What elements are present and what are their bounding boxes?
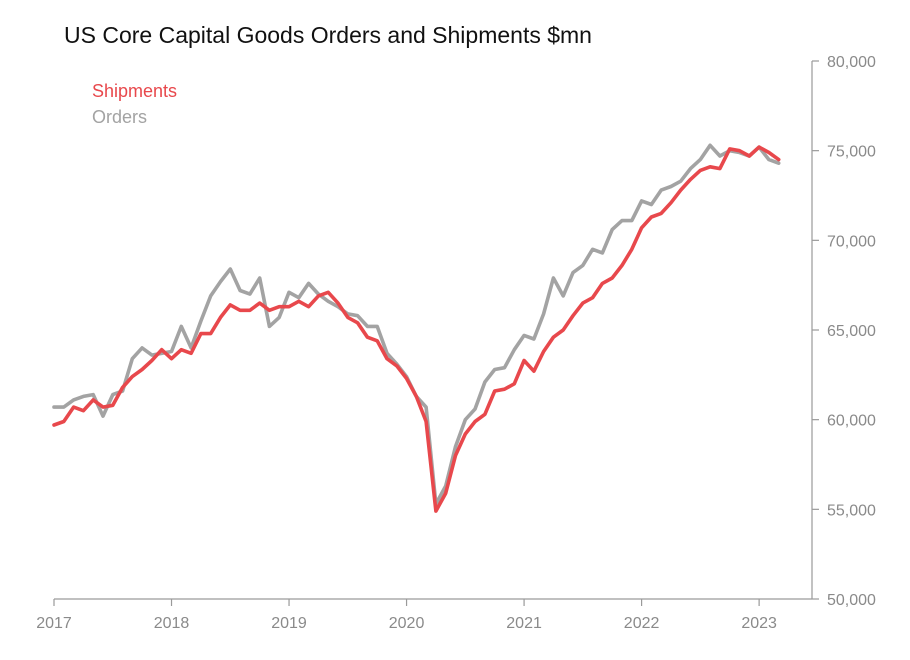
y-tick-label: 75,000 [827,144,876,161]
x-tick-label: 2023 [741,615,777,632]
legend-orders: Orders [92,107,148,127]
x-tick-label: 2021 [506,615,542,632]
y-tick-label: 80,000 [827,54,876,71]
legend-shipments: Shipments [92,81,178,101]
y-tick-label: 70,000 [827,233,876,250]
x-tick-label: 2020 [389,615,425,632]
chart-title: US Core Capital Goods Orders and Shipmen… [64,22,592,48]
y-tick-label: 60,000 [827,413,876,430]
axes: 2017 2018 2019 2020 2021 2022 2023 50,000 55,000… [36,54,876,632]
x-tick-label: 2018 [154,615,190,632]
y-tick-label: 50,000 [827,592,876,609]
series-layer [52,143,781,513]
series-line-orders [52,143,781,506]
series-line-shipments [52,145,781,513]
x-tick-label: 2017 [36,615,72,632]
x-tick-label: 2022 [624,615,660,632]
y-tick-label: 65,000 [827,323,876,340]
legend: Shipments Orders [92,78,177,130]
x-tick-label: 2019 [271,615,307,632]
y-tick-label: 55,000 [827,502,876,519]
